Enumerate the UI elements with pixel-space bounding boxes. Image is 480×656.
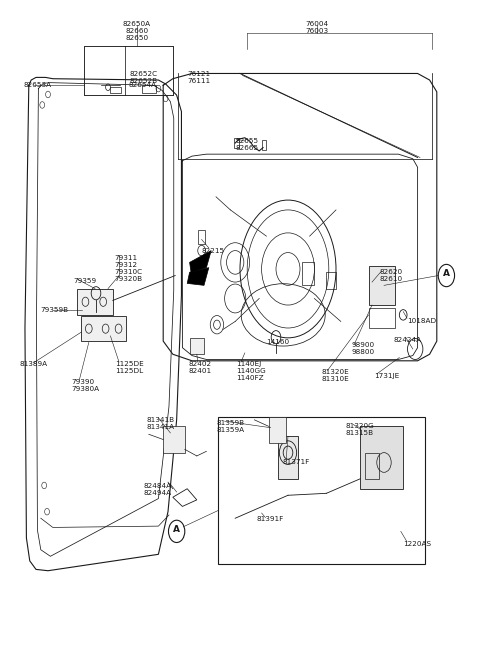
Text: 81341B
81341A: 81341B 81341A — [146, 417, 175, 430]
Text: 14160: 14160 — [266, 339, 289, 345]
Bar — [198, 230, 205, 244]
Text: 1731JE: 1731JE — [374, 373, 400, 379]
Bar — [142, 85, 156, 93]
Text: 79359B: 79359B — [41, 307, 69, 313]
Text: 82652C
82652B: 82652C 82652B — [130, 71, 158, 84]
Bar — [77, 289, 113, 315]
Text: A: A — [443, 269, 450, 278]
Polygon shape — [190, 251, 211, 272]
Text: 98900
98800: 98900 98800 — [351, 342, 374, 356]
Text: 1018AD: 1018AD — [407, 318, 436, 323]
Text: 76004
76003: 76004 76003 — [305, 21, 328, 34]
Text: 1125DE
1125DL: 1125DE 1125DL — [115, 361, 144, 374]
Text: 82650A
82660
82650: 82650A 82660 82650 — [123, 21, 151, 41]
Text: 82654A: 82654A — [129, 82, 157, 88]
Bar — [218, 417, 425, 564]
Text: 81359B
81359A: 81359B 81359A — [217, 420, 245, 433]
Bar — [369, 308, 395, 328]
Text: 81320E
81310E: 81320E 81310E — [322, 369, 349, 382]
Bar — [369, 266, 395, 305]
Bar — [269, 417, 286, 443]
Text: 81371F: 81371F — [282, 459, 310, 465]
Text: 81391F: 81391F — [257, 516, 284, 522]
Bar — [234, 138, 239, 148]
Bar — [278, 436, 298, 479]
Text: 79311
79312
79310C
79320B: 79311 79312 79310C 79320B — [114, 255, 143, 281]
Text: 82620
82610: 82620 82610 — [379, 269, 402, 282]
Bar — [163, 426, 185, 453]
Bar — [326, 272, 336, 289]
Bar — [110, 87, 121, 93]
Text: 82424A: 82424A — [394, 337, 422, 342]
Text: 82484A
82494A: 82484A 82494A — [144, 483, 172, 497]
Bar — [262, 140, 266, 150]
Bar — [190, 338, 204, 354]
Text: 82215: 82215 — [202, 248, 225, 254]
Bar — [81, 316, 126, 341]
Bar — [302, 262, 314, 285]
Text: 1140EJ
1140GG
1140FZ: 1140EJ 1140GG 1140FZ — [236, 361, 266, 380]
Polygon shape — [187, 268, 209, 285]
Text: A: A — [173, 525, 180, 534]
Bar — [365, 453, 379, 479]
Text: 79390
79380A: 79390 79380A — [71, 379, 99, 392]
Text: 1220AS: 1220AS — [403, 541, 432, 547]
Text: 82402
82401: 82402 82401 — [188, 361, 211, 374]
Text: 79359: 79359 — [73, 278, 96, 284]
Text: 82653A: 82653A — [23, 82, 51, 88]
Bar — [84, 46, 173, 95]
Text: 81389A: 81389A — [19, 361, 48, 367]
Bar — [360, 426, 403, 489]
Text: 76121
76111: 76121 76111 — [187, 71, 210, 84]
Text: 81320G
81315B: 81320G 81315B — [346, 423, 374, 436]
Text: 82655
82665: 82655 82665 — [235, 138, 258, 151]
